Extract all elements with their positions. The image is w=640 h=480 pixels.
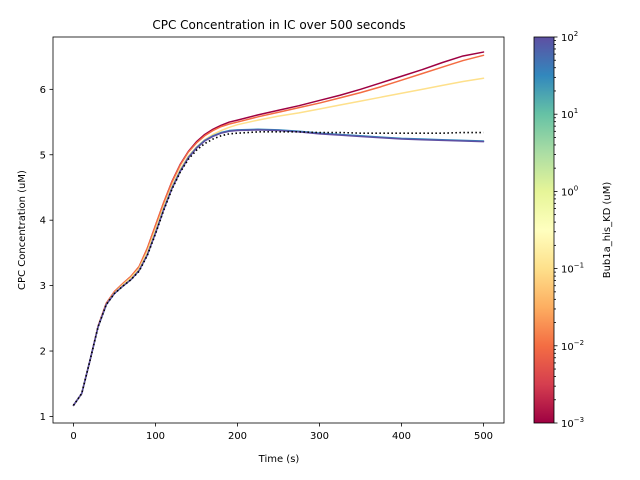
x-tick-label: 200 xyxy=(228,431,247,442)
colorbar-tick-label: 10−2 xyxy=(561,339,584,353)
x-tick-label: 100 xyxy=(146,431,165,442)
x-tick-label: 400 xyxy=(392,431,411,442)
colorbar-tick-label: 101 xyxy=(561,107,578,121)
colorbar-tick-label: 100 xyxy=(561,184,578,198)
x-axis-label: Time (s) xyxy=(258,454,300,465)
series-line-1 xyxy=(72,51,485,407)
y-tick-label: 6 xyxy=(40,85,46,96)
colorbar-tick-label: 102 xyxy=(561,30,578,44)
x-tick-label: 300 xyxy=(310,431,329,442)
colorbar-label: Bub1a_his_KD (uM) xyxy=(602,182,613,279)
y-tick-label: 5 xyxy=(40,150,46,161)
x-tick-label: 500 xyxy=(474,431,493,442)
y-tick-label: 1 xyxy=(40,412,46,423)
series-line-5 xyxy=(72,129,485,407)
series-line-6 xyxy=(72,131,484,406)
series-line-3 xyxy=(72,77,485,407)
series-layer xyxy=(72,51,485,407)
colorbar-gradient xyxy=(534,37,554,423)
x-tick-label: 0 xyxy=(70,431,76,442)
colorbar-frame xyxy=(533,36,555,424)
series-line-2 xyxy=(72,54,485,407)
colorbar-tick-label: 10−1 xyxy=(561,262,584,276)
colorbar-tick-label: 10−3 xyxy=(561,416,584,430)
y-axis-label: CPC Concentration (uM) xyxy=(17,170,28,290)
colorbar-ticks: 10−3 10−2 10−1 100 101 102 xyxy=(554,30,584,430)
x-axis: 0 100 200 300 400 500 xyxy=(70,423,493,442)
y-tick-label: 3 xyxy=(40,281,46,292)
y-tick-label: 2 xyxy=(40,347,46,358)
plot-area: 0 100 200 300 400 500 1 2 3 4 5 6 xyxy=(40,36,505,442)
series-line-4 xyxy=(72,128,485,407)
plot-frame xyxy=(52,36,505,424)
y-tick-label: 4 xyxy=(40,216,46,227)
colorbar: 10−3 10−2 10−1 100 101 102 Bub1a_his_KD (uM) xyxy=(533,30,613,430)
chart-title: CPC Concentration in IC over 500 seconds xyxy=(152,18,405,32)
y-axis: 1 2 3 4 5 6 xyxy=(40,85,53,423)
